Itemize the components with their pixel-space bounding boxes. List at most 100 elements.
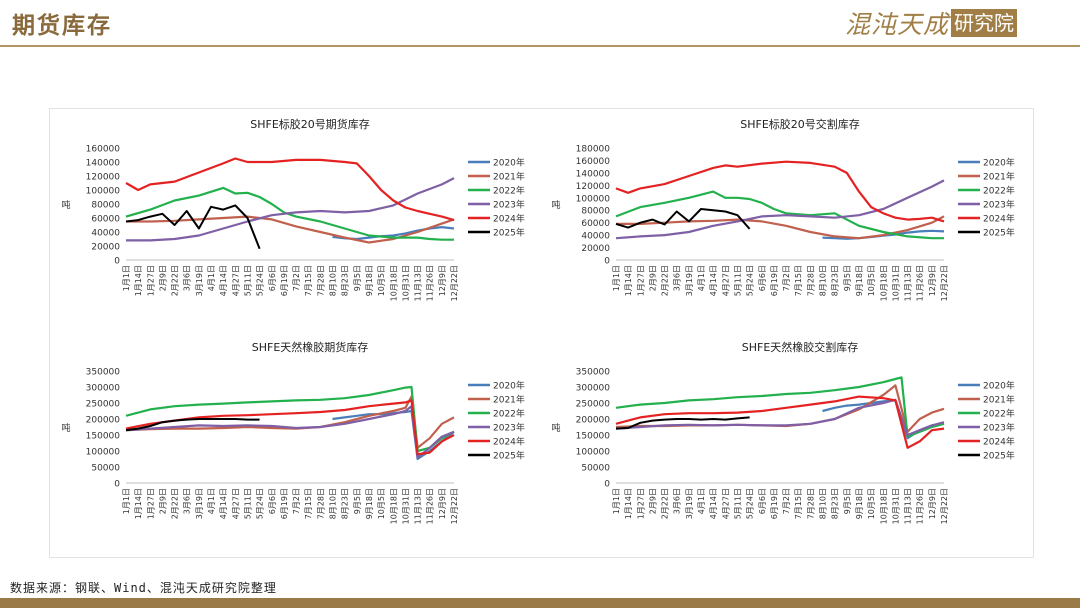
x-tick-label: 9月18日 [365, 265, 374, 296]
x-tick-label: 3月6日 [183, 265, 192, 291]
y-tick-label: 0 [604, 480, 610, 490]
legend-label: 2025年 [983, 227, 1015, 239]
x-tick-label: 7月28日 [316, 265, 325, 296]
y-tick-label: 50000 [581, 464, 610, 474]
legend-label: 2023年 [493, 422, 525, 434]
x-tick-label: 5月24日 [746, 488, 755, 519]
x-tick-label: 5月11日 [733, 488, 742, 519]
x-tick-label: 2月9日 [158, 488, 167, 514]
chart-title: SHFE天然橡胶交割库存 [742, 340, 859, 354]
x-tick-label: 7月28日 [806, 265, 815, 296]
series-line-2023年 [125, 405, 455, 459]
x-tick-label: 2月22日 [171, 265, 180, 296]
legend-label: 2023年 [983, 199, 1015, 211]
legend-label: 2025年 [493, 450, 525, 462]
x-tick-label: 2月22日 [661, 265, 670, 296]
x-tick-label: 4月1日 [207, 488, 216, 514]
x-tick-label: 9月5日 [843, 488, 852, 514]
legend-label: 2020年 [983, 157, 1015, 169]
x-tick-label: 1月27日 [636, 488, 645, 519]
series-line-2024年 [615, 395, 945, 449]
series-line-2024年 [125, 399, 455, 456]
series-line-2024年 [125, 157, 455, 222]
y-tick-label: 300000 [576, 384, 611, 394]
y-tick-label: 60000 [91, 215, 120, 225]
x-tick-label: 1月1日 [612, 488, 621, 514]
page-header: 期货库存 混沌天成 研究院 [0, 0, 1080, 47]
series-line-2021年 [125, 395, 455, 449]
x-tick-label: 3月6日 [183, 488, 192, 514]
y-tick-label: 60000 [581, 219, 610, 229]
x-tick-label: 3月19日 [685, 265, 694, 296]
x-tick-label: 1月14日 [624, 488, 633, 519]
x-tick-label: 7月15日 [304, 265, 313, 296]
y-tick-label: 150000 [86, 432, 121, 442]
y-tick-label: 200000 [576, 416, 611, 426]
legend-label: 2024年 [493, 213, 525, 225]
legend-label: 2021年 [983, 394, 1015, 406]
legend-label: 2021年 [983, 171, 1015, 183]
x-tick-label: 1月14日 [134, 265, 143, 296]
x-tick-label: 4月1日 [697, 265, 706, 291]
x-tick-label: 7月28日 [316, 488, 325, 519]
x-tick-label: 12月22日 [940, 265, 949, 301]
y-tick-label: 40000 [91, 229, 120, 239]
series-line-2025年 [125, 418, 260, 432]
chart-title: SHFE标胶20号交割库存 [740, 117, 860, 131]
x-tick-label: 4月1日 [697, 488, 706, 514]
x-tick-label: 1月27日 [146, 488, 155, 519]
x-tick-label: 10月5日 [377, 488, 386, 519]
x-tick-label: 2月9日 [648, 265, 657, 291]
x-tick-label: 12月22日 [450, 488, 459, 524]
x-tick-label: 4月27日 [231, 265, 240, 296]
x-tick-label: 10月18日 [879, 488, 888, 524]
series-line-2022年 [615, 376, 945, 438]
y-tick-label: 100000 [576, 448, 611, 458]
series-line-2025年 [615, 416, 750, 430]
x-tick-label: 10月18日 [389, 488, 398, 524]
x-tick-label: 2月22日 [661, 488, 670, 519]
x-tick-label: 10月5日 [867, 488, 876, 519]
x-tick-label: 11月13日 [414, 488, 423, 524]
header-divider [0, 45, 1080, 47]
y-tick-label: 0 [114, 257, 120, 267]
series-line-2021年 [616, 215, 945, 240]
x-tick-label: 7月2日 [292, 265, 301, 291]
x-tick-label: 10月18日 [389, 265, 398, 301]
x-tick-label: 1月1日 [122, 265, 131, 291]
x-tick-label: 7月2日 [782, 488, 791, 514]
x-tick-label: 11月13日 [904, 265, 913, 301]
brand-logo: 混沌天成 研究院 [845, 8, 1018, 39]
x-tick-label: 6月6日 [758, 265, 767, 291]
legend-label: 2023年 [983, 422, 1015, 434]
x-tick-label: 4月14日 [709, 265, 718, 296]
chart-title: SHFE天然橡胶期货库存 [252, 340, 369, 354]
x-tick-label: 8月10日 [329, 488, 338, 519]
x-tick-label: 1月27日 [146, 265, 155, 296]
x-tick-label: 5月11日 [243, 265, 252, 296]
y-tick-label: 250000 [86, 400, 121, 410]
x-tick-label: 4月14日 [709, 488, 718, 519]
x-tick-label: 5月24日 [256, 265, 265, 296]
y-tick-label: 140000 [576, 169, 611, 179]
x-tick-label: 4月14日 [219, 265, 228, 296]
x-tick-label: 1月1日 [612, 265, 621, 291]
x-tick-label: 10月31日 [891, 265, 900, 301]
legend-label: 2022年 [493, 185, 525, 197]
x-tick-label: 9月18日 [855, 265, 864, 296]
y-axis-label: 吨 [551, 199, 560, 211]
y-tick-label: 250000 [576, 400, 611, 410]
x-tick-label: 11月26日 [426, 265, 435, 301]
x-tick-label: 6月6日 [758, 488, 767, 514]
y-axis-label: 吨 [61, 199, 70, 211]
y-tick-label: 100000 [86, 187, 121, 197]
x-tick-label: 9月5日 [353, 488, 362, 514]
x-tick-label: 12月9日 [438, 488, 447, 519]
logo-text: 混沌天成 [845, 10, 950, 39]
y-tick-label: 100000 [86, 448, 121, 458]
y-tick-label: 50000 [91, 464, 120, 474]
x-tick-label: 8月10日 [819, 488, 828, 519]
x-tick-label: 6月6日 [268, 265, 277, 291]
x-tick-label: 7月15日 [304, 488, 313, 519]
legend-label: 2020年 [493, 157, 525, 169]
